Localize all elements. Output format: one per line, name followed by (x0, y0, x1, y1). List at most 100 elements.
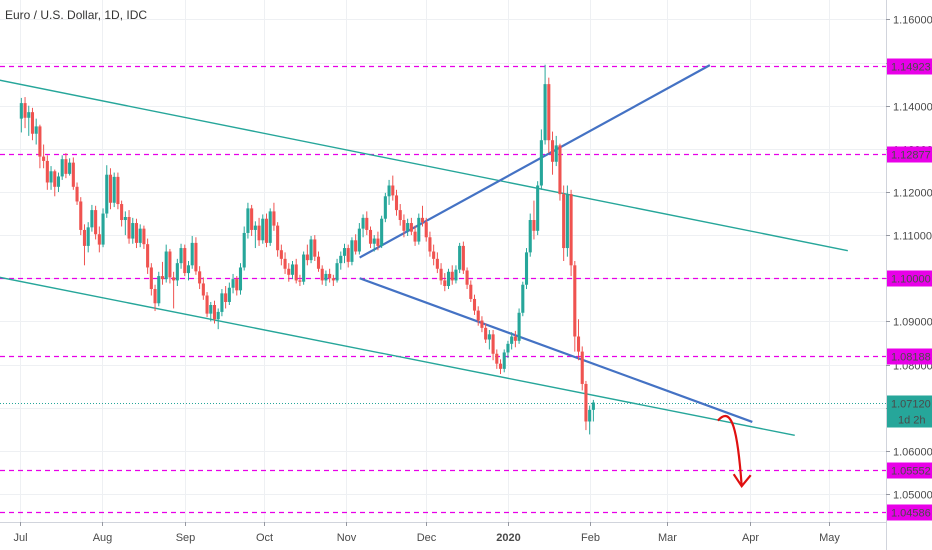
candle-body (576, 336, 581, 352)
candle-body (60, 159, 64, 177)
candle-body (365, 217, 369, 230)
candle-body (502, 352, 506, 369)
candle-body (179, 248, 183, 264)
candle (354, 234, 358, 255)
candle (71, 157, 75, 190)
candle (94, 205, 98, 240)
candle-body (350, 240, 354, 262)
candle-body (108, 174, 113, 203)
candle (19, 97, 23, 133)
candle-body (79, 201, 83, 230)
candle (205, 292, 209, 318)
candle (190, 235, 194, 269)
candle (528, 213, 532, 257)
candle-body (402, 220, 406, 231)
level-price-label: 1.08188 (891, 352, 931, 364)
candle-body (357, 228, 361, 252)
time-axis[interactable]: Jul Aug Sep Oct Nov Dec 2020 Feb Mar Apr May (13, 522, 840, 544)
candle (294, 258, 298, 284)
level-price-badge (887, 146, 932, 163)
candle (56, 172, 61, 192)
y-tick-label: 1.09000 (893, 317, 932, 329)
candle-body (30, 112, 35, 134)
candle-body (510, 336, 514, 344)
candle (487, 330, 491, 350)
candle (227, 282, 231, 306)
candle (172, 271, 176, 309)
candle (261, 214, 265, 244)
candle (342, 243, 347, 264)
candle-body (536, 185, 540, 231)
candle-body (417, 217, 421, 242)
candle (30, 107, 35, 141)
candle (224, 286, 228, 309)
x-tick-label: 2020 (496, 532, 520, 544)
candle-body (454, 269, 458, 281)
candle (27, 105, 31, 136)
candle (209, 301, 213, 322)
y-tick-label: 1.06000 (893, 447, 932, 459)
candle (450, 265, 454, 285)
candle-body (513, 336, 517, 341)
candle-body (160, 276, 165, 280)
candle (365, 211, 369, 236)
candle-body (372, 238, 376, 244)
candle (588, 405, 592, 435)
candle (406, 218, 410, 236)
candle-body (186, 265, 191, 274)
candle (138, 224, 142, 248)
candle-body (588, 409, 592, 422)
candle-body (584, 383, 588, 422)
candle-body (394, 195, 399, 211)
candle (573, 261, 577, 352)
candle-body (253, 225, 257, 230)
candle (268, 208, 272, 246)
candle-body (56, 176, 61, 187)
candle-body (19, 103, 23, 119)
candle-body (458, 245, 462, 270)
x-tick-label: Feb (581, 532, 600, 544)
candle-body (194, 242, 198, 272)
x-tick-label: Jul (13, 532, 27, 544)
candle-body (216, 311, 220, 320)
candle-body (335, 263, 339, 281)
candle-body (443, 280, 447, 287)
candle-body (524, 252, 529, 285)
candle-body (539, 140, 543, 186)
candle-body (328, 273, 332, 279)
candle (524, 248, 529, 290)
candle-body (146, 244, 150, 268)
candle (90, 204, 94, 232)
candle-body (532, 220, 536, 231)
candle (558, 143, 562, 201)
candle-body (298, 280, 302, 282)
candle (183, 244, 187, 277)
candle-body (231, 279, 235, 288)
level-price-badge (887, 504, 932, 521)
candle (510, 332, 514, 350)
candle-body (409, 223, 413, 232)
candle-body (138, 228, 142, 243)
candle-body (339, 255, 343, 264)
candle-body (309, 239, 313, 261)
candle-body (209, 305, 213, 314)
candle-body (205, 295, 209, 314)
candle (231, 273, 235, 294)
candle (580, 346, 584, 391)
candle-body (175, 263, 179, 281)
candle-body (573, 265, 577, 337)
price-axis[interactable]: 1.160001.150001.140001.130001.120001.110… (886, 15, 932, 521)
candle-body (543, 84, 547, 141)
candle (131, 217, 135, 244)
candle (142, 225, 146, 249)
candle (402, 214, 406, 238)
candle-body (465, 270, 469, 285)
candle-body (134, 223, 139, 243)
candle (60, 155, 64, 180)
candle-body (528, 220, 532, 253)
candle (123, 211, 127, 236)
candle (82, 224, 87, 266)
level-price-badge (887, 58, 932, 75)
